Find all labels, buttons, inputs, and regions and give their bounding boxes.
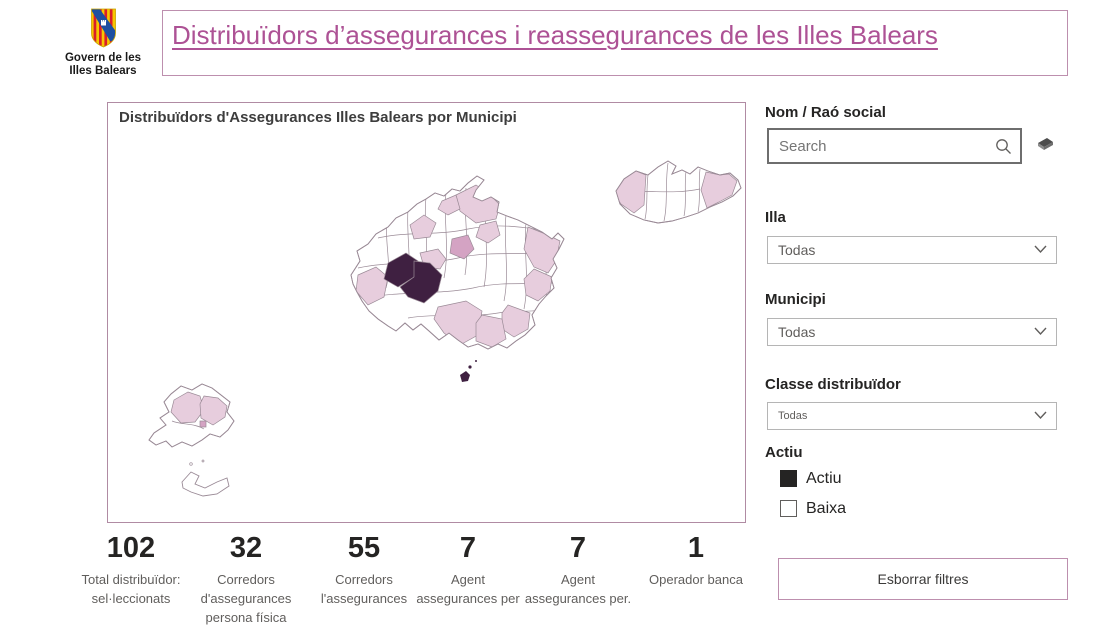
kpi-label: Corredors d'assegurances persona física	[200, 572, 292, 625]
municipi-dropdown[interactable]: Todas	[767, 318, 1057, 346]
kpi-label: Agent assegurances per	[416, 572, 520, 606]
report-title-link[interactable]: Distribuïdors d’assegurances i reassegur…	[172, 20, 938, 50]
kpi-card: 7 Agent assegurances per	[406, 532, 530, 608]
classe-dropdown-value: Todas	[778, 410, 808, 422]
kpi-label: Agent assegurances per.	[524, 572, 632, 606]
kpi-label: Total distribuïdor: sel·leccionats	[81, 572, 181, 606]
classe-dropdown[interactable]: Todas	[767, 402, 1057, 430]
baixa-option[interactable]: Baixa	[780, 499, 900, 519]
kpi-label: Operador banca	[649, 572, 743, 587]
kpi-card: 7 Agent assegurances per.	[516, 532, 640, 608]
kpi-card: 102 Total distribuïdor: sel·leccionats	[69, 532, 193, 608]
municipi-filter-label: Municipi	[765, 291, 826, 308]
illa-filter-label: Illa	[765, 209, 786, 226]
search-icon[interactable]	[995, 138, 1012, 155]
search-box	[767, 128, 1022, 164]
chevron-down-icon	[1034, 411, 1047, 420]
kpi-label: Corredors l'assegurances	[320, 572, 408, 606]
baixa-checkbox-label: Baixa	[806, 500, 847, 517]
kpi-value: 7	[459, 532, 477, 564]
coat-of-arms-icon	[90, 8, 116, 48]
illa-dropdown[interactable]: Todas	[767, 236, 1057, 264]
eraser-icon[interactable]	[1030, 136, 1056, 156]
kpi-value: 55	[347, 532, 381, 564]
govern-logo: Govern de les Illes Balears	[55, 8, 151, 78]
classe-filter-label: Classe distribuïdor	[765, 376, 901, 393]
baixa-checkbox[interactable]	[780, 500, 797, 517]
chevron-down-icon	[1034, 245, 1047, 254]
kpi-value: 32	[229, 532, 263, 564]
search-input[interactable]	[769, 130, 1020, 162]
kpi-value: 1	[687, 532, 705, 564]
kpi-card: 1 Operador banca	[634, 532, 758, 589]
kpi-card: 32 Corredors d'assegurances persona física	[184, 532, 308, 627]
actiu-filter-label: Actiu	[765, 444, 803, 461]
illa-dropdown-value: Todas	[778, 242, 816, 258]
kpi-value: 7	[569, 532, 587, 564]
actiu-checkbox[interactable]	[780, 470, 797, 487]
choropleth-map[interactable]	[108, 103, 745, 522]
chevron-down-icon	[1034, 327, 1047, 336]
report-title-box: Distribuïdors d’assegurances i reassegur…	[162, 10, 1068, 76]
clear-filters-button[interactable]: Esborrar filtres	[778, 558, 1068, 600]
actiu-option[interactable]: Actiu	[780, 469, 900, 489]
map-title: Distribuïdors d'Assegurances Illes Balea…	[119, 109, 517, 126]
kpi-value: 102	[106, 532, 156, 564]
kpi-card: 55 Corredors l'assegurances	[302, 532, 426, 608]
search-field-label: Nom / Raó social	[765, 104, 886, 121]
actiu-checkbox-label: Actiu	[806, 470, 842, 487]
map-panel: Distribuïdors d'Assegurances Illes Balea…	[107, 102, 746, 523]
municipi-dropdown-value: Todas	[778, 324, 816, 340]
logo-caption: Govern de les Illes Balears	[64, 52, 142, 77]
